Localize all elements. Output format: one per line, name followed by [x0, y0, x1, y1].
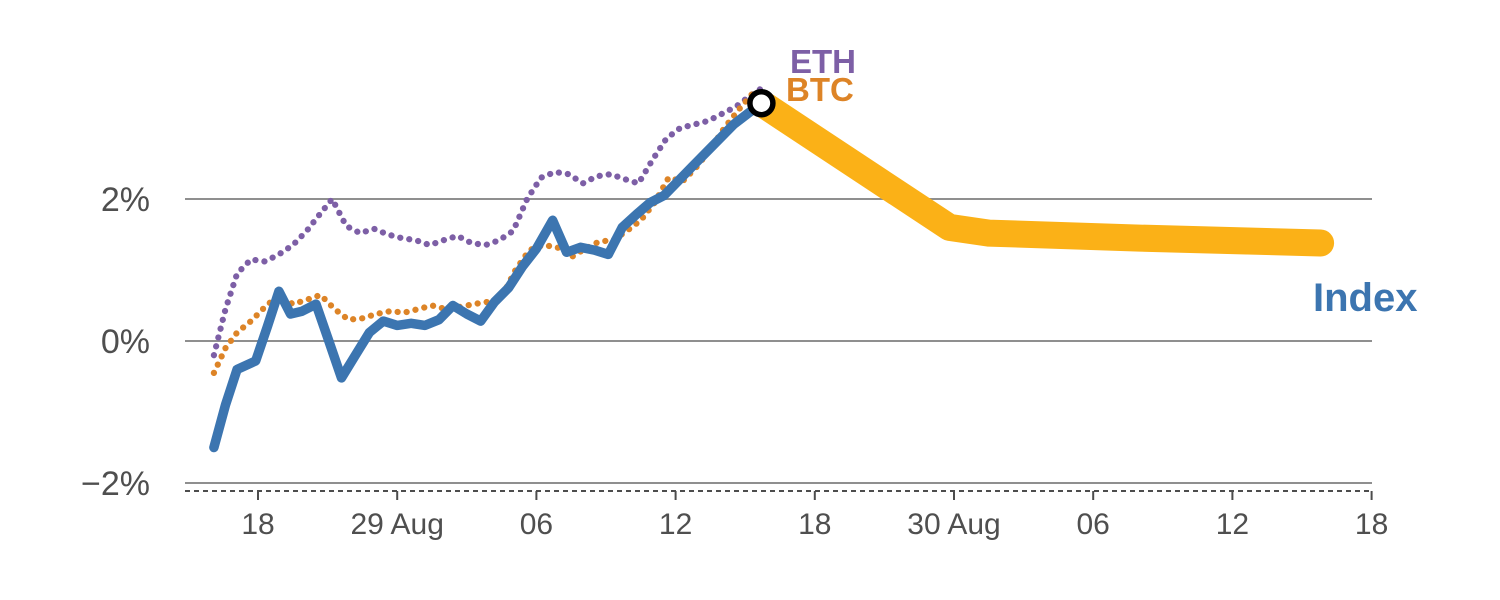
x-tick-label: 06 [1077, 508, 1110, 541]
btc-series-label: BTC [786, 71, 854, 108]
x-axis-ticks [257, 491, 1373, 500]
peak-ring-marker [747, 88, 776, 118]
index-line [209, 98, 767, 453]
x-tick-label: 30 Aug [907, 508, 1000, 541]
y-tick-label: 2% [101, 181, 150, 219]
projection-band [747, 89, 1335, 257]
x-tick-label: 18 [798, 508, 831, 541]
series-lines [209, 83, 767, 453]
x-tick-label: 06 [520, 508, 553, 541]
y-tick-label: 0% [101, 323, 150, 361]
x-tick-label: 18 [1355, 508, 1388, 541]
eth-series-label: ETH [790, 43, 856, 80]
btc-line [210, 90, 756, 376]
y-axis-labels: 2% 0% −2% [81, 181, 150, 503]
projection-band-group [747, 89, 1335, 257]
x-tick-label: 18 [241, 508, 274, 541]
x-tick-label: 29 Aug [350, 508, 443, 541]
x-axis-labels: 18 29 Aug 06 12 18 30 Aug 06 12 18 [241, 508, 1388, 541]
y-tick-label: −2% [81, 465, 150, 503]
eth-line [210, 83, 767, 359]
x-tick-label: 12 [1216, 508, 1249, 541]
index-series-label: Index [1313, 276, 1417, 320]
gridline-group [185, 198, 1372, 484]
x-tick-label: 12 [659, 508, 692, 541]
